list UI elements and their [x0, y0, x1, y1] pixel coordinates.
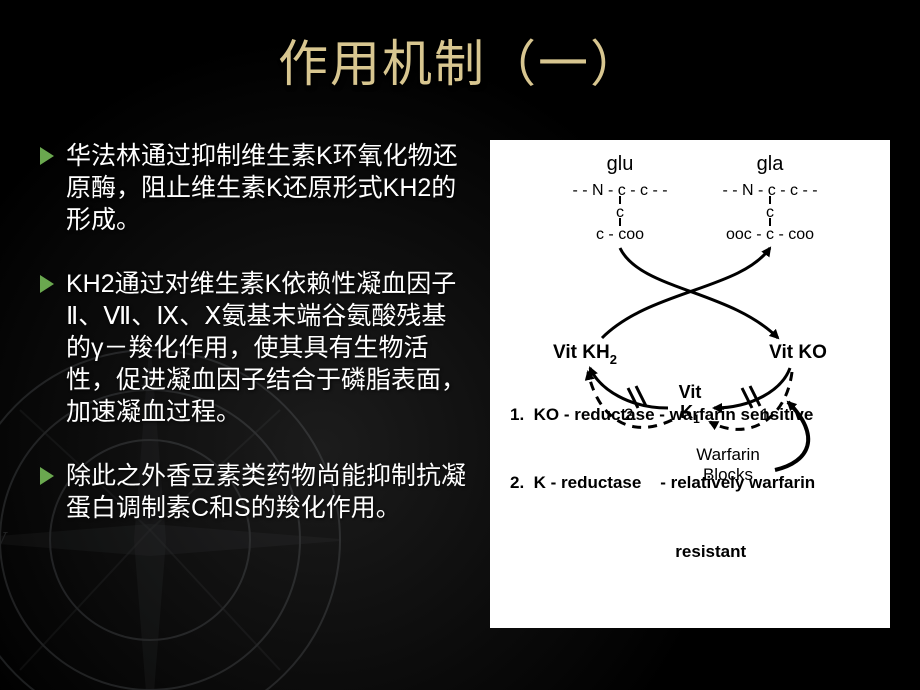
bullet-item: 华法林通过抑制维生素K环氧化物还原酶，阻止维生素K还原形式KH2的形成。 [40, 140, 470, 236]
vitamin-k-cycle-diagram: glu gla - - N - c - c - - c c - coo - - … [490, 140, 890, 628]
bullet-arrow-icon [40, 275, 54, 293]
vitkh2-to-gla-arrow [602, 248, 770, 338]
bullet-text: KH2通过对维生素K依赖性凝血因子Ⅱ、Ⅶ、Ⅸ、Ⅹ氨基末端谷氨酸残基的γ－羧化作用… [66, 268, 470, 428]
slide: N W S 作用机制（一） 华法林通过抑制维生素K环氧化物还原酶，阻止维生素K还… [0, 0, 920, 690]
bullet-item: 除此之外香豆素类药物尚能抑制抗凝蛋白调制素C和S的羧化作用。 [40, 460, 470, 524]
bullet-arrow-icon [40, 147, 54, 165]
gla-seq3: ooc - c - coo [726, 226, 814, 243]
slide-title: 作用机制（一） [0, 24, 920, 96]
bullet-arrow-icon [40, 467, 54, 485]
caption-line-2: 2. K - reductase - relatively warfarin [510, 472, 815, 495]
svg-text:W: W [0, 528, 8, 554]
title-text: 作用机制（一） [278, 36, 642, 92]
caption-line-3: resistant [510, 541, 815, 564]
gla-header: gla [757, 153, 785, 175]
bullet-item: KH2通过对维生素K依赖性凝血因子Ⅱ、Ⅶ、Ⅸ、Ⅹ氨基末端谷氨酸残基的γ－羧化作用… [40, 268, 470, 428]
glu-header: glu [607, 153, 634, 175]
bullet-text: 除此之外香豆素类药物尚能抑制抗凝蛋白调制素C和S的羧化作用。 [66, 460, 470, 524]
bullet-list: 华法林通过抑制维生素K环氧化物还原酶，阻止维生素K还原形式KH2的形成。 KH2… [40, 140, 470, 556]
diagram-caption: 1. KO - reductase - warfarin sensitive 2… [510, 358, 815, 610]
glu-seq3: c - coo [596, 226, 644, 243]
bullet-text: 华法林通过抑制维生素K环氧化物还原酶，阻止维生素K还原形式KH2的形成。 [66, 140, 470, 236]
caption-line-1: 1. KO - reductase - warfarin sensitive [510, 404, 815, 427]
